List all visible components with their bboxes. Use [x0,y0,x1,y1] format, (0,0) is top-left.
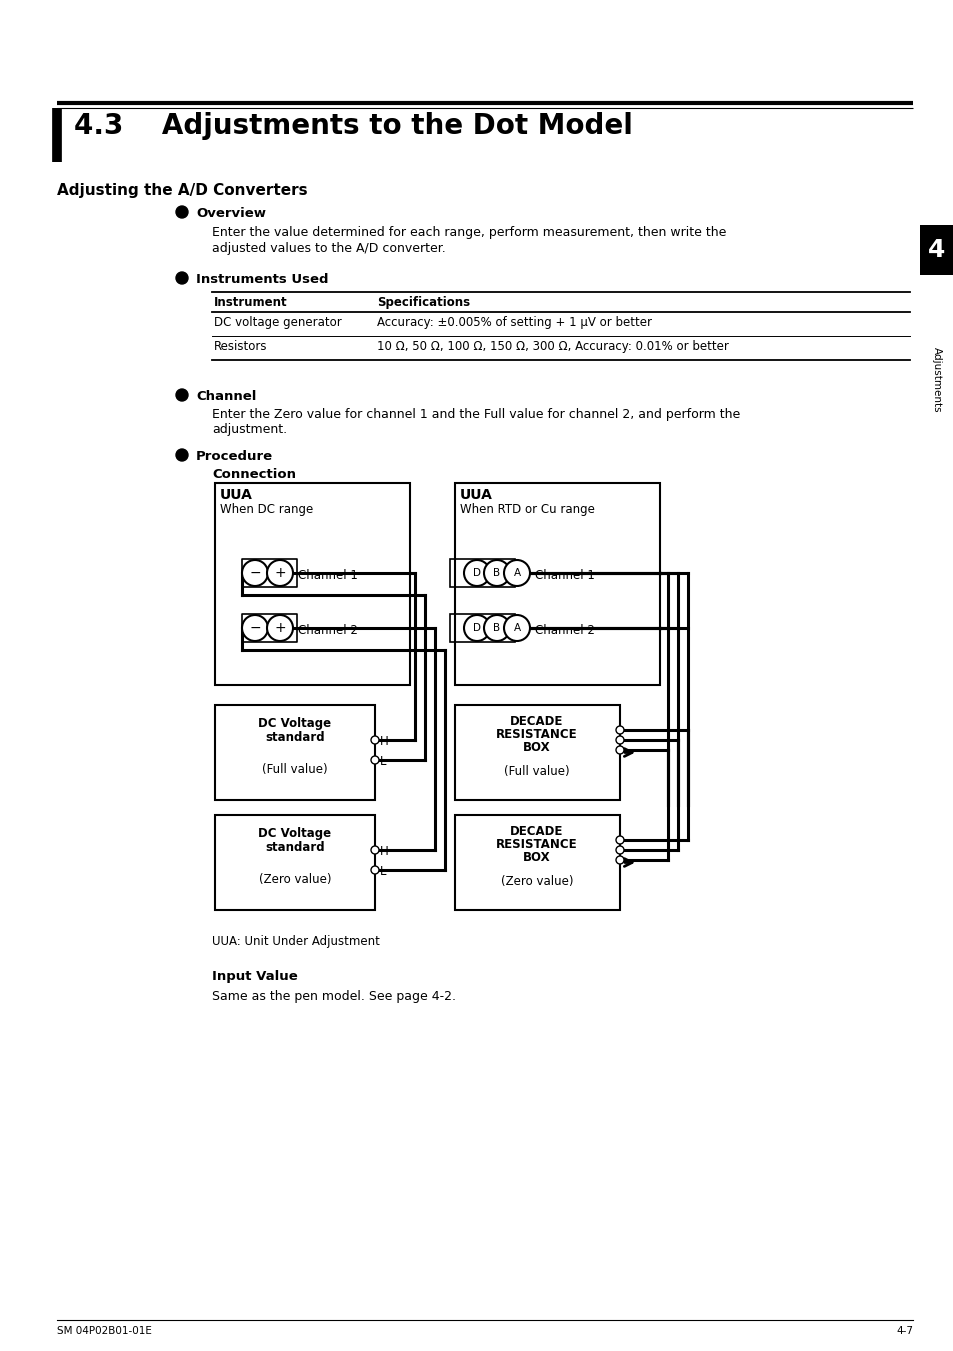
Bar [214,705,375,800]
Text: RESISTANCE: RESISTANCE [496,838,578,851]
Text: UUA: Unit Under Adjustment: UUA: Unit Under Adjustment [212,935,379,948]
Text: adjustment.: adjustment. [212,423,287,436]
Text: B: B [493,623,500,634]
Text: Enter the value determined for each range, perform measurement, then write the: Enter the value determined for each rang… [212,226,725,239]
Circle shape [371,757,378,765]
Text: UUA: UUA [220,488,253,503]
Text: L: L [379,755,386,767]
Circle shape [503,615,530,640]
Text: Channel 2: Channel 2 [535,624,595,638]
Bar [450,559,515,586]
Text: Adjusting the A/D Converters: Adjusting the A/D Converters [57,182,307,199]
Circle shape [483,561,510,586]
Text: Connection: Connection [212,467,295,481]
Circle shape [371,846,378,854]
Circle shape [371,736,378,744]
Text: standard: standard [265,731,324,744]
Text: Specifications: Specifications [376,296,470,309]
Text: When DC range: When DC range [220,503,313,516]
Circle shape [175,449,188,461]
Circle shape [616,846,623,854]
Text: −: − [249,566,260,580]
Circle shape [267,615,293,640]
Text: DC Voltage: DC Voltage [258,717,332,730]
Circle shape [503,561,530,586]
Circle shape [483,615,510,640]
Text: B: B [493,567,500,578]
Circle shape [616,836,623,844]
Text: Accuracy: ±0.005% of setting + 1 μV or better: Accuracy: ±0.005% of setting + 1 μV or b… [376,316,651,330]
Text: DECADE: DECADE [510,715,563,728]
Text: DC voltage generator: DC voltage generator [213,316,341,330]
Text: BOX: BOX [522,851,550,865]
Text: (Zero value): (Zero value) [500,875,573,888]
Text: Resistors: Resistors [213,340,267,353]
Text: Instruments Used: Instruments Used [195,273,328,286]
Text: 4.3    Adjustments to the Dot Model: 4.3 Adjustments to the Dot Model [74,112,632,141]
Circle shape [371,866,378,874]
Text: BOX: BOX [522,740,550,754]
Text: adjusted values to the A/D converter.: adjusted values to the A/D converter. [212,242,445,255]
Text: (Zero value): (Zero value) [258,873,331,886]
Text: A: A [513,567,520,578]
Circle shape [616,857,623,865]
Text: 4: 4 [927,238,944,262]
Text: DECADE: DECADE [510,825,563,838]
Circle shape [463,615,490,640]
Text: Procedure: Procedure [195,450,273,463]
Circle shape [175,272,188,284]
Text: Instrument: Instrument [213,296,287,309]
Bar [455,484,659,685]
Text: D: D [473,567,480,578]
Bar [919,226,953,276]
Text: 4-7: 4-7 [895,1325,912,1336]
Text: +: + [274,621,286,635]
Circle shape [616,746,623,754]
Bar [455,815,619,911]
Circle shape [463,561,490,586]
Text: D: D [473,623,480,634]
Circle shape [616,725,623,734]
Text: H: H [379,844,388,858]
Text: When RTD or Cu range: When RTD or Cu range [459,503,595,516]
Text: Enter the Zero value for channel 1 and the Full value for channel 2, and perform: Enter the Zero value for channel 1 and t… [212,408,740,422]
Text: SM 04P02B01-01E: SM 04P02B01-01E [57,1325,152,1336]
Circle shape [267,561,293,586]
Text: (Full value): (Full value) [262,763,328,775]
Text: Adjustments: Adjustments [931,347,941,413]
Circle shape [175,205,188,218]
Bar [450,613,515,642]
Circle shape [616,736,623,744]
Text: (Full value): (Full value) [503,765,569,778]
Text: Channel 1: Channel 1 [297,569,357,582]
Text: Channel: Channel [195,390,256,403]
Bar [214,815,375,911]
Circle shape [242,561,268,586]
Bar [242,559,296,586]
Circle shape [175,389,188,401]
Text: L: L [379,865,386,878]
Text: standard: standard [265,842,324,854]
Text: A: A [513,623,520,634]
Text: UUA: UUA [459,488,493,503]
Text: Channel 1: Channel 1 [535,569,595,582]
Text: Channel 2: Channel 2 [297,624,357,638]
Text: H: H [379,735,388,748]
Text: −: − [249,621,260,635]
Bar [214,484,410,685]
Text: Input Value: Input Value [212,970,297,984]
Circle shape [242,615,268,640]
Text: RESISTANCE: RESISTANCE [496,728,578,740]
Text: 10 Ω, 50 Ω, 100 Ω, 150 Ω, 300 Ω, Accuracy: 0.01% or better: 10 Ω, 50 Ω, 100 Ω, 150 Ω, 300 Ω, Accurac… [376,340,728,353]
Text: +: + [274,566,286,580]
Bar [242,613,296,642]
Text: DC Voltage: DC Voltage [258,827,332,840]
Text: Overview: Overview [195,207,266,220]
Text: Same as the pen model. See page 4-2.: Same as the pen model. See page 4-2. [212,990,456,1002]
Bar [455,705,619,800]
